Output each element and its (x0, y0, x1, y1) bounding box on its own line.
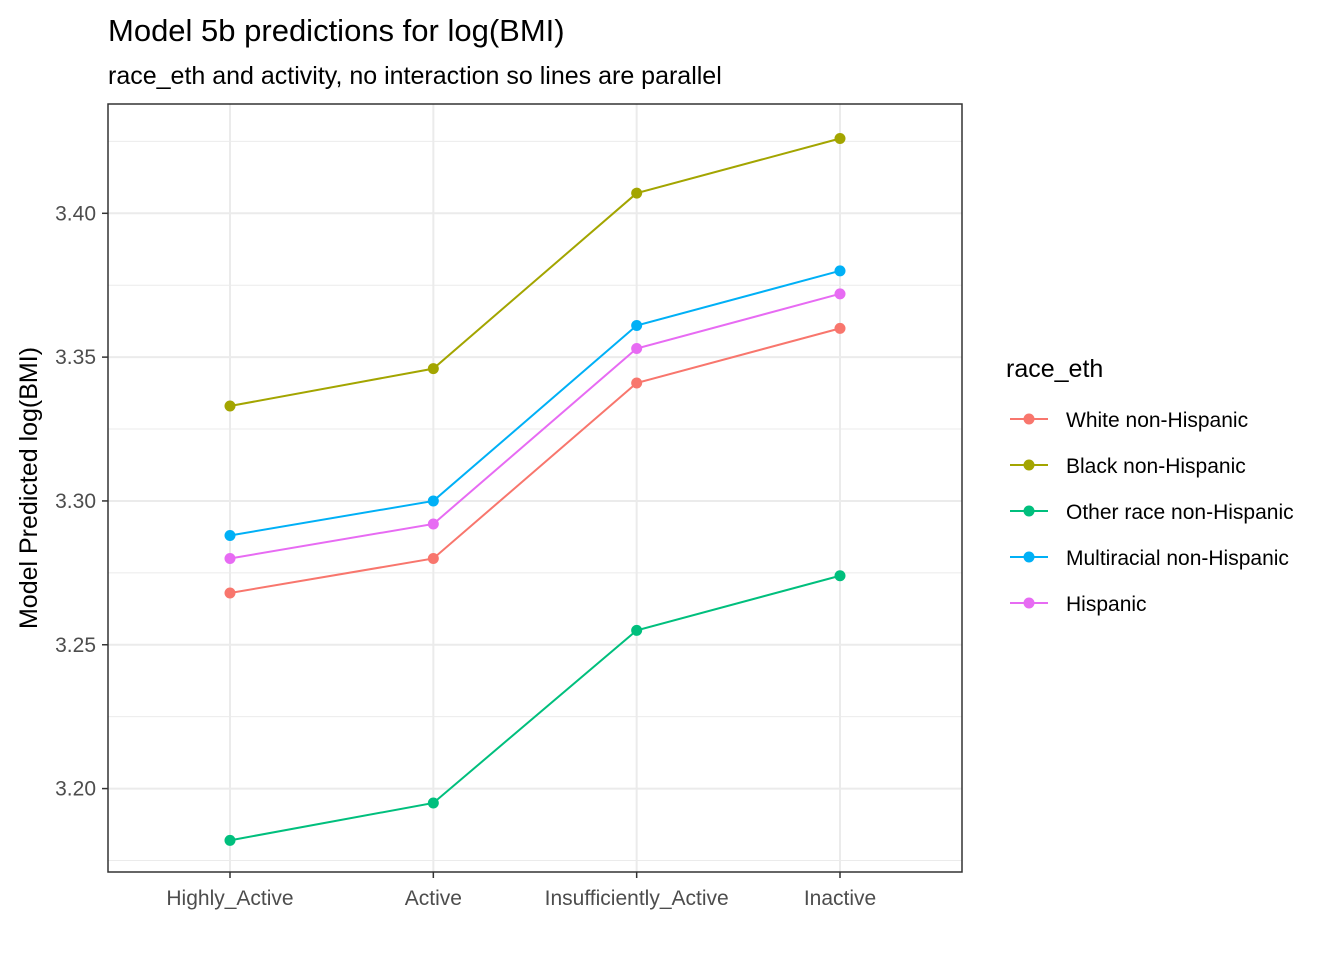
y-tick-label: 3.20 (55, 778, 96, 801)
legend-key-point (1023, 597, 1035, 609)
y-tick-label: 3.30 (55, 490, 96, 513)
data-point (427, 518, 439, 530)
data-point (224, 587, 236, 599)
data-point (224, 529, 236, 541)
legend-label: Other race non-Hispanic (1066, 501, 1294, 524)
grid (108, 104, 962, 872)
data-point (834, 133, 846, 145)
series-line (229, 574, 841, 842)
x-tick-label: Active (405, 887, 462, 910)
x-tick-label: Inactive (804, 887, 876, 910)
data-point (834, 570, 846, 582)
y-tick-label: 3.35 (55, 346, 96, 369)
data-point (834, 288, 846, 300)
legend-label: Black non-Hispanic (1066, 455, 1246, 478)
y-axis-title: Model Predicted log(BMI) (15, 347, 43, 629)
data-point (427, 797, 439, 809)
legend-key-point (1023, 413, 1035, 425)
data-point (427, 495, 439, 507)
series-line (229, 292, 841, 560)
data-point (427, 552, 439, 564)
data-point (631, 377, 643, 389)
series-line (229, 269, 841, 537)
legend: White non-Hispanic Black non-Hispanic Othe… (1010, 409, 1294, 616)
data-point (631, 624, 643, 636)
plot-panel-border (107, 103, 963, 873)
y-tick-label: 3.40 (55, 202, 96, 225)
legend-key-point (1023, 459, 1035, 471)
data-point (631, 319, 643, 331)
data-point (224, 400, 236, 412)
legend-label: Multiracial non-Hispanic (1066, 547, 1289, 570)
axes: 3.20 3.25 3.30 3.35 3.40 Highly_Active Active I… (55, 202, 876, 910)
series-line (229, 327, 841, 594)
legend-label: White non-Hispanic (1066, 409, 1248, 432)
data-point (631, 187, 643, 199)
chart-subtitle: race_eth and activity, no interaction so… (108, 62, 722, 90)
data-point (224, 552, 236, 564)
series-layer (224, 133, 846, 846)
data-point (834, 322, 846, 334)
legend-key-point (1023, 551, 1035, 563)
x-tick-label: Highly_Active (166, 887, 293, 910)
chart-title: Model 5b predictions for log(BMI) (108, 13, 565, 48)
data-point (834, 265, 846, 277)
data-point (427, 363, 439, 375)
data-point (631, 342, 643, 354)
legend-label: Hispanic (1066, 593, 1147, 616)
y-tick-label: 3.25 (55, 634, 96, 657)
data-point (224, 834, 236, 846)
series-line (229, 137, 841, 408)
legend-key-point (1023, 505, 1035, 517)
legend-title: race_eth (1006, 355, 1103, 383)
x-tick-label: Insufficiently_Active (545, 887, 729, 910)
